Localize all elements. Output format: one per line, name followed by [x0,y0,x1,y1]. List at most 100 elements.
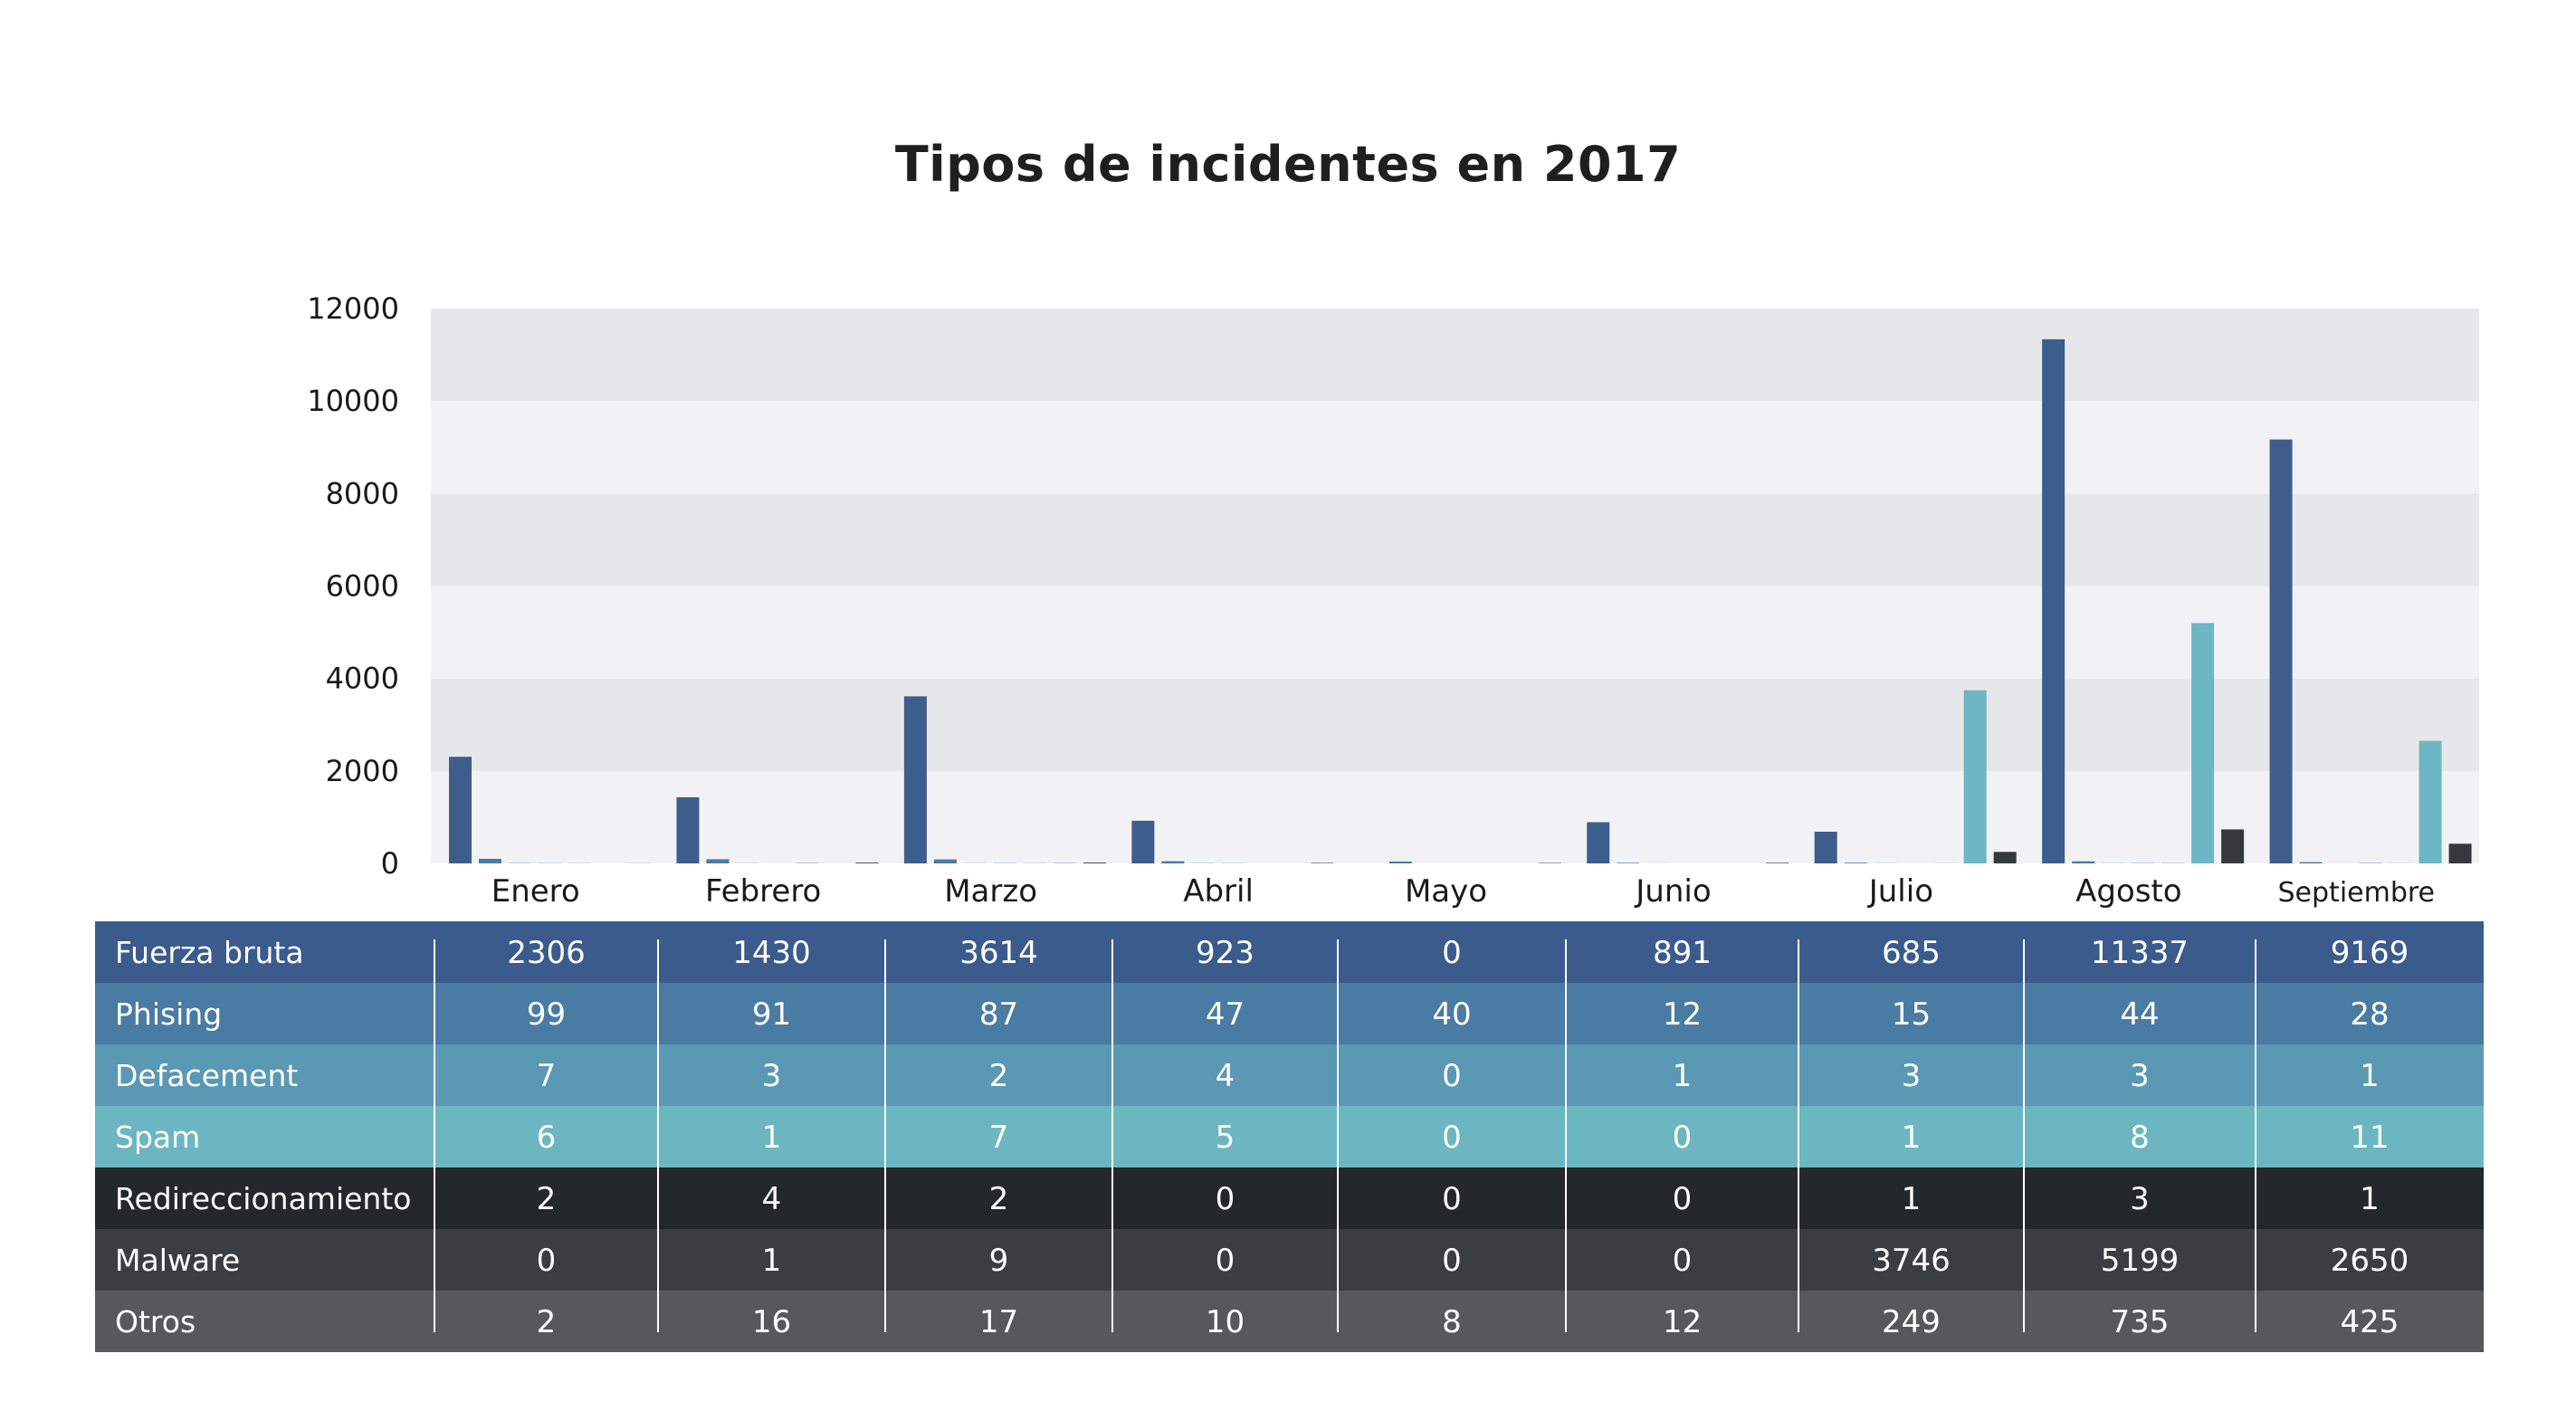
bar-phising-agosto [2072,861,2095,863]
table-cell: 0 [1216,1243,1236,1279]
table-cell: 1 [762,1243,782,1279]
table-row-label: Redireccionamiento [115,1181,411,1216]
table-cell: 9 [989,1243,1009,1279]
bar-otros-julio [1993,852,2017,863]
table-cell: 0 [537,1243,557,1279]
table-cell: 425 [2341,1304,2399,1340]
bar-phising-septiembre [2299,862,2323,863]
table-cell: 3 [1902,1058,1922,1094]
table-cell: 2 [537,1304,557,1340]
table-cell: 249 [1882,1304,1941,1340]
grid-band [431,309,2479,402]
table-cell: 17 [979,1304,1018,1340]
table-row-label: Otros [115,1304,196,1339]
table-cell: 0 [1216,1181,1236,1217]
table-cell: 2306 [507,935,586,971]
table-row-label: Defacement [115,1058,298,1093]
y-tick-label: 2000 [326,754,399,788]
bar-malware-julio [1963,690,1987,863]
table-cell: 5 [1216,1120,1236,1156]
table-cell: 2 [537,1181,557,1217]
table-cell: 735 [2111,1304,2170,1340]
table-cell: 0 [1442,1243,1462,1279]
table-row [95,921,2484,983]
table-cell: 12 [1663,996,1702,1033]
grid-band [431,493,2479,586]
table-cell: 0 [1673,1243,1693,1279]
table-row-label: Fuerza bruta [115,935,304,970]
bar-fuerza-bruta-agosto [2042,338,2066,863]
table-cell: 6 [537,1120,557,1156]
table-row [95,1229,2484,1291]
x-tick-label: Marzo [944,873,1037,910]
bar-phising-julio [1844,862,1867,863]
bar-phising-junio [1617,862,1640,863]
grid-band [431,770,2479,863]
table-cell: 1 [1902,1120,1922,1156]
table-cell: 3614 [959,935,1038,971]
table-cell: 1 [762,1120,782,1156]
bar-otros-agosto [2221,829,2245,863]
table-cell: 87 [979,996,1018,1033]
table-cell: 7 [537,1058,557,1094]
table-row-label: Phising [115,996,222,1032]
grid-band [431,678,2479,771]
table-cell: 685 [1882,935,1941,971]
bar-otros-septiembre [2448,843,2472,863]
grid-bands [431,309,2479,863]
table-row [95,983,2484,1044]
bar-phising-enero [479,858,501,863]
x-tick-label: Agosto [2075,873,2182,910]
bar-phising-marzo [933,859,957,863]
table-row-label: Spam [115,1120,200,1155]
table-row [95,1167,2484,1229]
table-cell: 923 [1196,935,1255,971]
table-cell: 91 [752,996,791,1033]
table-cell: 4 [762,1181,782,1217]
bar-malware-agosto [2191,623,2215,863]
table-cell: 0 [1442,1181,1462,1217]
x-tick-label: Septiembre [2278,877,2436,909]
table-row [95,1106,2484,1167]
table-cell: 3746 [1872,1243,1951,1279]
bar-otros-abril [1311,862,1334,863]
table-cell: 5199 [2101,1243,2180,1279]
table-cell: 3 [2130,1058,2150,1094]
bar-malware-septiembre [2419,740,2442,863]
bar-fuerza-bruta-julio [1814,832,1837,863]
table-cell: 2650 [2331,1243,2409,1279]
x-tick-label: Abril [1183,873,1254,910]
table-cell: 9169 [2331,935,2409,971]
grid-band [431,586,2479,679]
bar-fuerza-bruta-septiembre [2269,439,2293,863]
bar-fuerza-bruta-junio [1587,822,1610,863]
table-cell: 1 [1902,1181,1922,1217]
table-cell: 44 [2120,996,2159,1033]
y-tick-label: 4000 [326,662,399,696]
table-cell: 3 [2130,1181,2150,1217]
bar-fuerza-bruta-marzo [903,696,927,863]
table-cell: 0 [1442,935,1462,971]
y-axis-ticks: 0 2000 4000 6000 8000 10000 12000 [307,291,399,881]
table-cell: 15 [1892,996,1931,1033]
table-cell: 7 [989,1120,1009,1156]
table-cell: 0 [1442,1058,1462,1094]
table-cell: 0 [1442,1120,1462,1156]
table-cell: 12 [1663,1304,1702,1340]
table-row [95,1291,2484,1352]
table-cell: 891 [1653,935,1712,971]
table-cell: 10 [1206,1304,1245,1340]
table-cell: 1 [2360,1181,2380,1217]
table-cell: 99 [527,996,566,1033]
y-tick-label: 8000 [326,476,399,510]
table-cell: 2 [989,1058,1009,1094]
table-cell: 11337 [2091,935,2189,971]
table-cell: 47 [1206,996,1245,1033]
table-row-label: Malware [115,1243,240,1278]
bar-fuerza-bruta-febrero [676,796,700,863]
table-cell: 28 [2350,996,2389,1033]
y-tick-label: 6000 [326,569,399,604]
x-tick-label: Febrero [705,873,821,910]
table-cell: 8 [1442,1304,1462,1340]
